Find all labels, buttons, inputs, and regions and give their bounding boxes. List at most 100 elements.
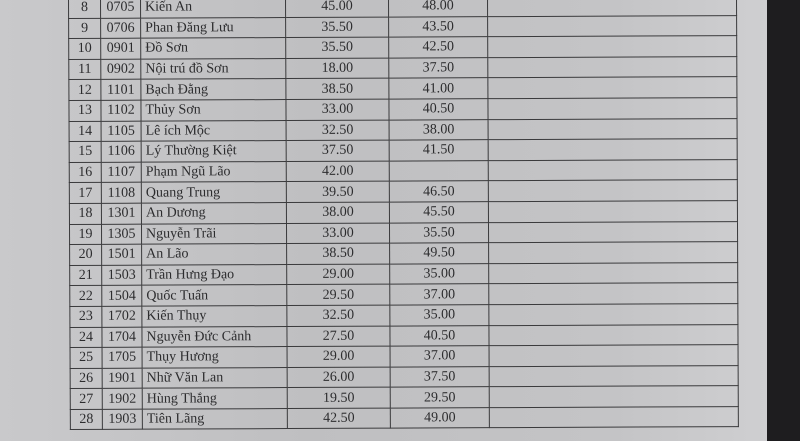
score-1: 27.50 xyxy=(286,325,391,347)
table-row: 13 1102 Thủy Sơn 33.00 40.50 xyxy=(68,97,738,122)
school-code: 1702 xyxy=(101,306,142,327)
school-code: 0706 xyxy=(100,17,141,39)
score-1: 29.00 xyxy=(287,346,391,368)
school-name: Phan Đăng Lưu xyxy=(140,17,286,39)
school-name: Nội trú đồ Sơn xyxy=(140,58,286,80)
table-row: 26 1901 Nhữ Văn Lan 26.00 37.50 xyxy=(70,365,739,389)
score-1: 32.50 xyxy=(286,119,390,141)
score-1: 33.00 xyxy=(286,222,390,244)
school-name: Nguyễn Đức Cảnh xyxy=(141,326,288,348)
score-2: 42.50 xyxy=(388,36,488,58)
school-score-table: 8 0705 Kiến An 45.00 48.00 9 0706 Phan Đăng Lưu… xyxy=(68,0,739,430)
row-number: 9 xyxy=(68,17,101,39)
score-1: 38.00 xyxy=(286,202,390,224)
score-1: 19.50 xyxy=(287,387,391,409)
school-code: 0902 xyxy=(100,58,141,80)
school-code: 1105 xyxy=(101,120,142,142)
score-2: 35.00 xyxy=(389,263,489,285)
table-row: 18 1301 An Dương 38.00 45.50 xyxy=(69,200,738,225)
school-code: 1902 xyxy=(102,388,143,410)
score-1: 35.50 xyxy=(285,16,389,38)
score-1: 42.00 xyxy=(286,160,390,182)
score-2: 37.50 xyxy=(390,366,490,388)
table-row: 14 1105 Lê ích Mộc 32.50 38.00 xyxy=(69,118,738,142)
school-code: 1705 xyxy=(102,347,143,369)
school-code: 1305 xyxy=(101,223,142,245)
school-code: 1102 xyxy=(100,100,142,121)
score-2: 48.00 xyxy=(388,0,488,17)
score-2: 37.50 xyxy=(388,57,488,79)
score-1: 37.50 xyxy=(286,140,390,162)
school-name: Lý Thường Kiệt xyxy=(141,140,287,162)
score-2: 35.00 xyxy=(389,304,489,326)
score-1: 32.50 xyxy=(286,305,390,327)
table-row: 17 1108 Quang Trung 39.50 46.50 xyxy=(69,179,738,204)
paper-page: 8 0705 Kiến An 45.00 48.00 9 0706 Phan Đăng Lưu… xyxy=(0,0,767,441)
score-2: 40.50 xyxy=(389,325,490,347)
score-2: 35.50 xyxy=(389,222,489,244)
school-name: Kiến An xyxy=(140,0,286,18)
empty-cell xyxy=(488,159,738,182)
empty-cell xyxy=(489,406,739,429)
table-row: 16 1107 Phạm Ngũ Lão 42.00 xyxy=(69,159,738,183)
row-number: 21 xyxy=(69,265,102,286)
school-name: Tiên Lãng xyxy=(142,408,288,430)
school-name: Quốc Tuấn xyxy=(141,284,287,307)
score-1: 45.00 xyxy=(285,0,389,18)
school-name: Phạm Ngũ Lão xyxy=(141,161,287,183)
empty-cell xyxy=(488,303,738,326)
empty-cell xyxy=(488,118,738,140)
school-code: 1101 xyxy=(100,79,141,101)
row-number: 14 xyxy=(69,120,102,142)
empty-cell xyxy=(488,179,738,202)
empty-cell xyxy=(487,97,738,120)
score-1: 33.00 xyxy=(285,99,390,121)
table-row: 12 1101 Bạch Đằng 38.50 41.00 xyxy=(68,76,737,101)
table-row: 24 1704 Nguyễn Đức Cảnh 27.50 40.50 xyxy=(69,324,739,348)
score-1: 38.50 xyxy=(286,243,390,265)
empty-cell xyxy=(488,324,739,346)
school-name: Nhữ Văn Lan xyxy=(142,367,288,389)
school-code: 1903 xyxy=(102,409,143,430)
school-name: Nguyễn Trãi xyxy=(141,223,287,245)
school-name: Thụy Hương xyxy=(142,346,288,368)
score-2: 45.50 xyxy=(389,201,489,223)
score-1: 35.50 xyxy=(285,37,389,59)
table-row: 22 1504 Quốc Tuấn 29.50 37.00 xyxy=(69,282,738,307)
score-2: 43.50 xyxy=(388,16,488,38)
row-number: 11 xyxy=(68,59,101,80)
school-name: Đồ Sơn xyxy=(140,37,286,59)
row-number: 13 xyxy=(68,100,102,122)
empty-cell xyxy=(487,15,737,37)
score-2 xyxy=(389,160,489,182)
row-number: 19 xyxy=(69,223,102,245)
row-number: 16 xyxy=(69,162,102,183)
row-number: 28 xyxy=(70,409,103,430)
school-code: 1301 xyxy=(101,203,142,224)
table-row: 20 1501 An Lão 38.50 49.50 xyxy=(69,241,738,266)
row-number: 25 xyxy=(70,347,103,369)
school-code: 1106 xyxy=(101,141,142,163)
score-1: 39.50 xyxy=(286,181,390,203)
empty-cell xyxy=(488,262,738,284)
table-row: 15 1106 Lý Thường Kiệt 37.50 41.50 xyxy=(69,138,738,163)
empty-cell xyxy=(488,221,738,243)
score-2: 37.00 xyxy=(389,283,489,306)
empty-cell xyxy=(489,385,739,408)
row-number: 22 xyxy=(69,285,102,307)
score-1: 26.00 xyxy=(287,366,391,388)
score-2: 41.50 xyxy=(389,139,489,161)
table-row: 19 1305 Nguyễn Trãi 33.00 35.50 xyxy=(69,221,738,245)
row-number: 15 xyxy=(69,141,102,163)
row-number: 10 xyxy=(68,38,101,60)
empty-cell xyxy=(487,56,737,79)
row-number: 23 xyxy=(69,306,102,327)
empty-cell xyxy=(488,282,738,305)
table-row: 9 0706 Phan Đăng Lưu 35.50 43.50 xyxy=(68,15,737,39)
row-number: 8 xyxy=(68,0,101,19)
empty-cell xyxy=(487,0,737,17)
score-1: 29.00 xyxy=(286,263,390,285)
row-number: 27 xyxy=(70,388,103,410)
score-2: 38.00 xyxy=(389,119,489,141)
table-row: 10 0901 Đồ Sơn 35.50 42.50 xyxy=(68,35,737,60)
